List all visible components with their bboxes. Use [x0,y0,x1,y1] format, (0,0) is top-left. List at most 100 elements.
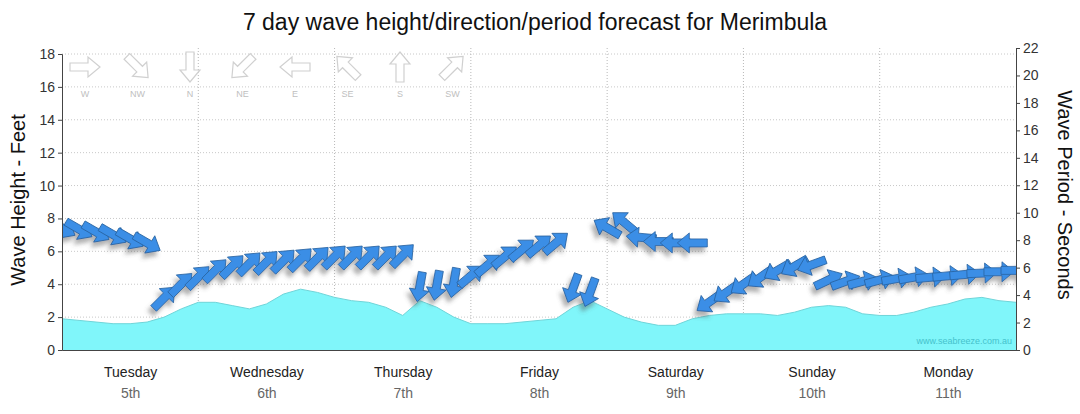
x-axis-line [63,350,1017,351]
tick-label: 0 [47,342,55,358]
tick-label: 2 [1023,315,1031,331]
tick-label: 8 [47,210,55,226]
tick: Monday 11th [923,350,973,401]
compass-label: SE [341,89,353,99]
tick-label: 12 [39,145,55,161]
grid-line [62,152,1016,153]
tick-label: 16 [39,79,55,95]
tick: 4 [47,276,62,292]
tick-mark [1016,48,1020,49]
grid-line [62,185,1016,186]
tick-mark [58,87,62,88]
tick-label: Thursday [374,364,432,380]
compass-arrow [180,52,200,82]
tick-mark [58,218,62,219]
chart-svg: WNWNNEESESSW0246810121416180246810121416… [0,0,1080,414]
tick-mark [58,186,62,187]
wave-arrow [129,227,165,259]
tick: 2 [47,309,62,325]
grid-line [62,119,1016,120]
tick-mark [58,153,62,154]
tick-sublabel: 8th [530,385,549,401]
compass-legend: WNWNNEESESSW [70,49,470,99]
tick-mark [58,54,62,55]
tick-mark [1016,323,1020,324]
tick-sublabel: 10th [798,385,825,401]
tick-mark [1016,185,1020,186]
tick-sublabel: 6th [257,385,276,401]
tick-label: 14 [1023,150,1039,166]
chart-root: WNWNNEESESSW0246810121416180246810121416… [0,0,1080,414]
compass-arrow [330,49,365,84]
tick: 6 [47,243,62,259]
day-divider [879,48,880,350]
tick-label: 20 [1023,67,1039,83]
tick: 16 [1016,122,1039,138]
y2-axis: 0 2 4 6 8 10 12 14 16 18 20 22 [1016,40,1039,358]
grid-line [62,218,1016,219]
wave-arrow [576,275,605,310]
tick-mark [1016,103,1020,104]
tick-mark [1016,158,1020,159]
tick: 18 [39,46,62,62]
wave-arrow [794,250,829,279]
tick-label: Monday [923,364,973,380]
tick: 6 [1016,260,1031,276]
wave-height-area [62,289,1016,350]
tick-label: 12 [1023,177,1039,193]
wave-arrows [62,205,1016,319]
tick-mark [1016,213,1020,214]
tick: 16 [39,79,62,95]
tick-mark [1016,350,1020,351]
tick-mark [58,350,62,351]
tick-label: 18 [39,46,55,62]
tick-mark [58,251,62,252]
compass-label: NW [130,89,145,99]
tick-label: 6 [1023,260,1031,276]
tick: 8 [47,210,62,226]
tick-label: 22 [1023,40,1039,56]
grid [62,48,1016,350]
tick-label: Tuesday [104,364,157,380]
y2-axis-title: Wave Period - Seconds [1054,90,1076,299]
wave-arrow [677,233,707,253]
tick-mark [1016,240,1020,241]
tick: 18 [1016,95,1039,111]
wave-arrow [1001,260,1016,280]
tick: 0 [47,342,62,358]
tick: 4 [1016,287,1031,303]
compass-arrow [390,52,410,82]
tick-label: 4 [1023,287,1031,303]
tick-label: 6 [47,243,55,259]
tick: Wednesday 6th [230,350,304,401]
tick: 12 [39,145,62,161]
compass-label: S [397,89,403,99]
tick: Tuesday 5th [104,350,157,401]
grid-line [62,86,1016,87]
compass-arrow [435,49,470,84]
day-divider [607,48,608,350]
tick-sublabel: 5th [121,385,140,401]
x-axis: Tuesday5thWednesday6thThursday7thFriday8… [63,350,1017,401]
tick: 8 [1016,232,1031,248]
y-axis-line [58,55,63,351]
tick-label: Wednesday [230,364,304,380]
tick-sublabel: 11th [935,385,961,401]
compass-label: NE [236,89,249,99]
compass-label: W [81,89,90,99]
tick-label: 16 [1023,122,1039,138]
tick-label: 0 [1023,342,1031,358]
tick: 10 [39,178,62,194]
tick-mark [1016,130,1020,131]
tick: 10 [1016,205,1039,221]
y-axis: 024681012141618 [39,46,62,358]
wave-arrow [538,226,574,261]
tick-mark [58,317,62,318]
tick: 0 [1016,342,1031,358]
tick-label: 4 [47,276,55,292]
tick: Sunday10th [788,350,835,401]
tick-sublabel: 9th [666,385,685,401]
tick: 2 [1016,315,1031,331]
tick-label: 2 [47,309,55,325]
tick: Thursday7th [374,350,432,401]
